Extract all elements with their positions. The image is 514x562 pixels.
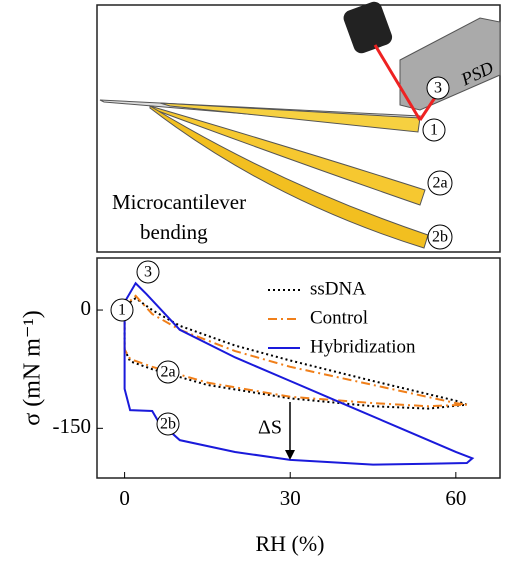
series-line [123, 296, 468, 410]
state-label: 1 [430, 122, 438, 139]
x-tick-label: 0 [119, 486, 130, 510]
annotation: ΔS [258, 417, 282, 439]
illustration [99, 1, 501, 250]
state-label: 2b [432, 229, 448, 246]
annotation: 1 [118, 302, 126, 319]
x-tick-label: 60 [445, 486, 466, 510]
legend-label: Control [310, 307, 368, 328]
annotation: 2b [160, 416, 176, 433]
annotation-circle [110, 298, 134, 322]
x-tick-label: 30 [280, 486, 301, 510]
annotation-circle [136, 260, 160, 284]
state-label: 2a [432, 175, 447, 192]
annotation-circle [156, 412, 180, 436]
y-tick-label: 0 [81, 296, 92, 320]
legend-label: ssDNA [310, 278, 366, 299]
y-tick-label: -150 [53, 414, 92, 438]
state-label: 3 [434, 80, 442, 97]
annotation: 3 [144, 264, 152, 281]
series-line [123, 281, 475, 466]
x-axis-label: RH (%) [255, 531, 324, 556]
annotation-circle [156, 360, 180, 384]
illustration-caption: Microcantilever [112, 190, 246, 214]
annotation: 2a [160, 364, 175, 381]
annotation-arrowhead [285, 450, 295, 460]
illustration-caption: bending [140, 220, 208, 244]
plot-frame [96, 257, 501, 479]
y-axis-label: σ (mN m⁻¹) [20, 310, 46, 425]
series-line [123, 294, 468, 408]
legend-label: Hybridization [310, 336, 416, 357]
